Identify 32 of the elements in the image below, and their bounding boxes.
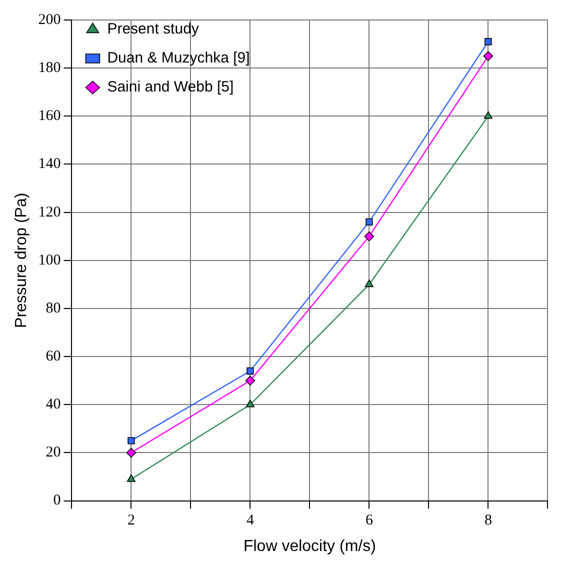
- x-tick-label: 6: [365, 512, 374, 529]
- y-tick-label: 0: [53, 492, 61, 509]
- y-tick-label: 20: [46, 444, 61, 461]
- point: [366, 218, 373, 226]
- x-tick-label: 8: [484, 512, 492, 529]
- point: [126, 474, 136, 482]
- point: [245, 376, 256, 386]
- point: [126, 448, 136, 458]
- point: [128, 437, 135, 444]
- y-tick-label: 180: [38, 60, 61, 76]
- y-tick-label: 120: [38, 204, 61, 220]
- point: [483, 51, 494, 61]
- y-tick-label: 160: [38, 108, 61, 124]
- point: [484, 111, 492, 119]
- point: [364, 280, 374, 288]
- x-tick-label: 2: [127, 512, 135, 529]
- point: [484, 38, 492, 46]
- y-tick-label: 60: [46, 348, 61, 364]
- y-tick-label: 40: [46, 396, 61, 413]
- y-tick-label: 140: [38, 156, 61, 172]
- y-tick-label: 200: [38, 12, 61, 28]
- legend-label: Duan & Muzychka [9]: [107, 50, 250, 67]
- y-tick-label: 80: [46, 300, 61, 316]
- legend-label: Present study: [107, 20, 200, 38]
- point: [364, 231, 374, 242]
- x-tick-label: 4: [246, 512, 254, 529]
- legend-label: Saini and Webb [5]: [107, 78, 234, 96]
- point: [246, 400, 254, 408]
- y-tick-label: 100: [38, 252, 61, 268]
- point: [246, 367, 254, 375]
- y-axis-title: Pressure drop (Pa): [13, 192, 30, 328]
- x-axis-title: Flow velocity (m/s): [243, 538, 376, 555]
